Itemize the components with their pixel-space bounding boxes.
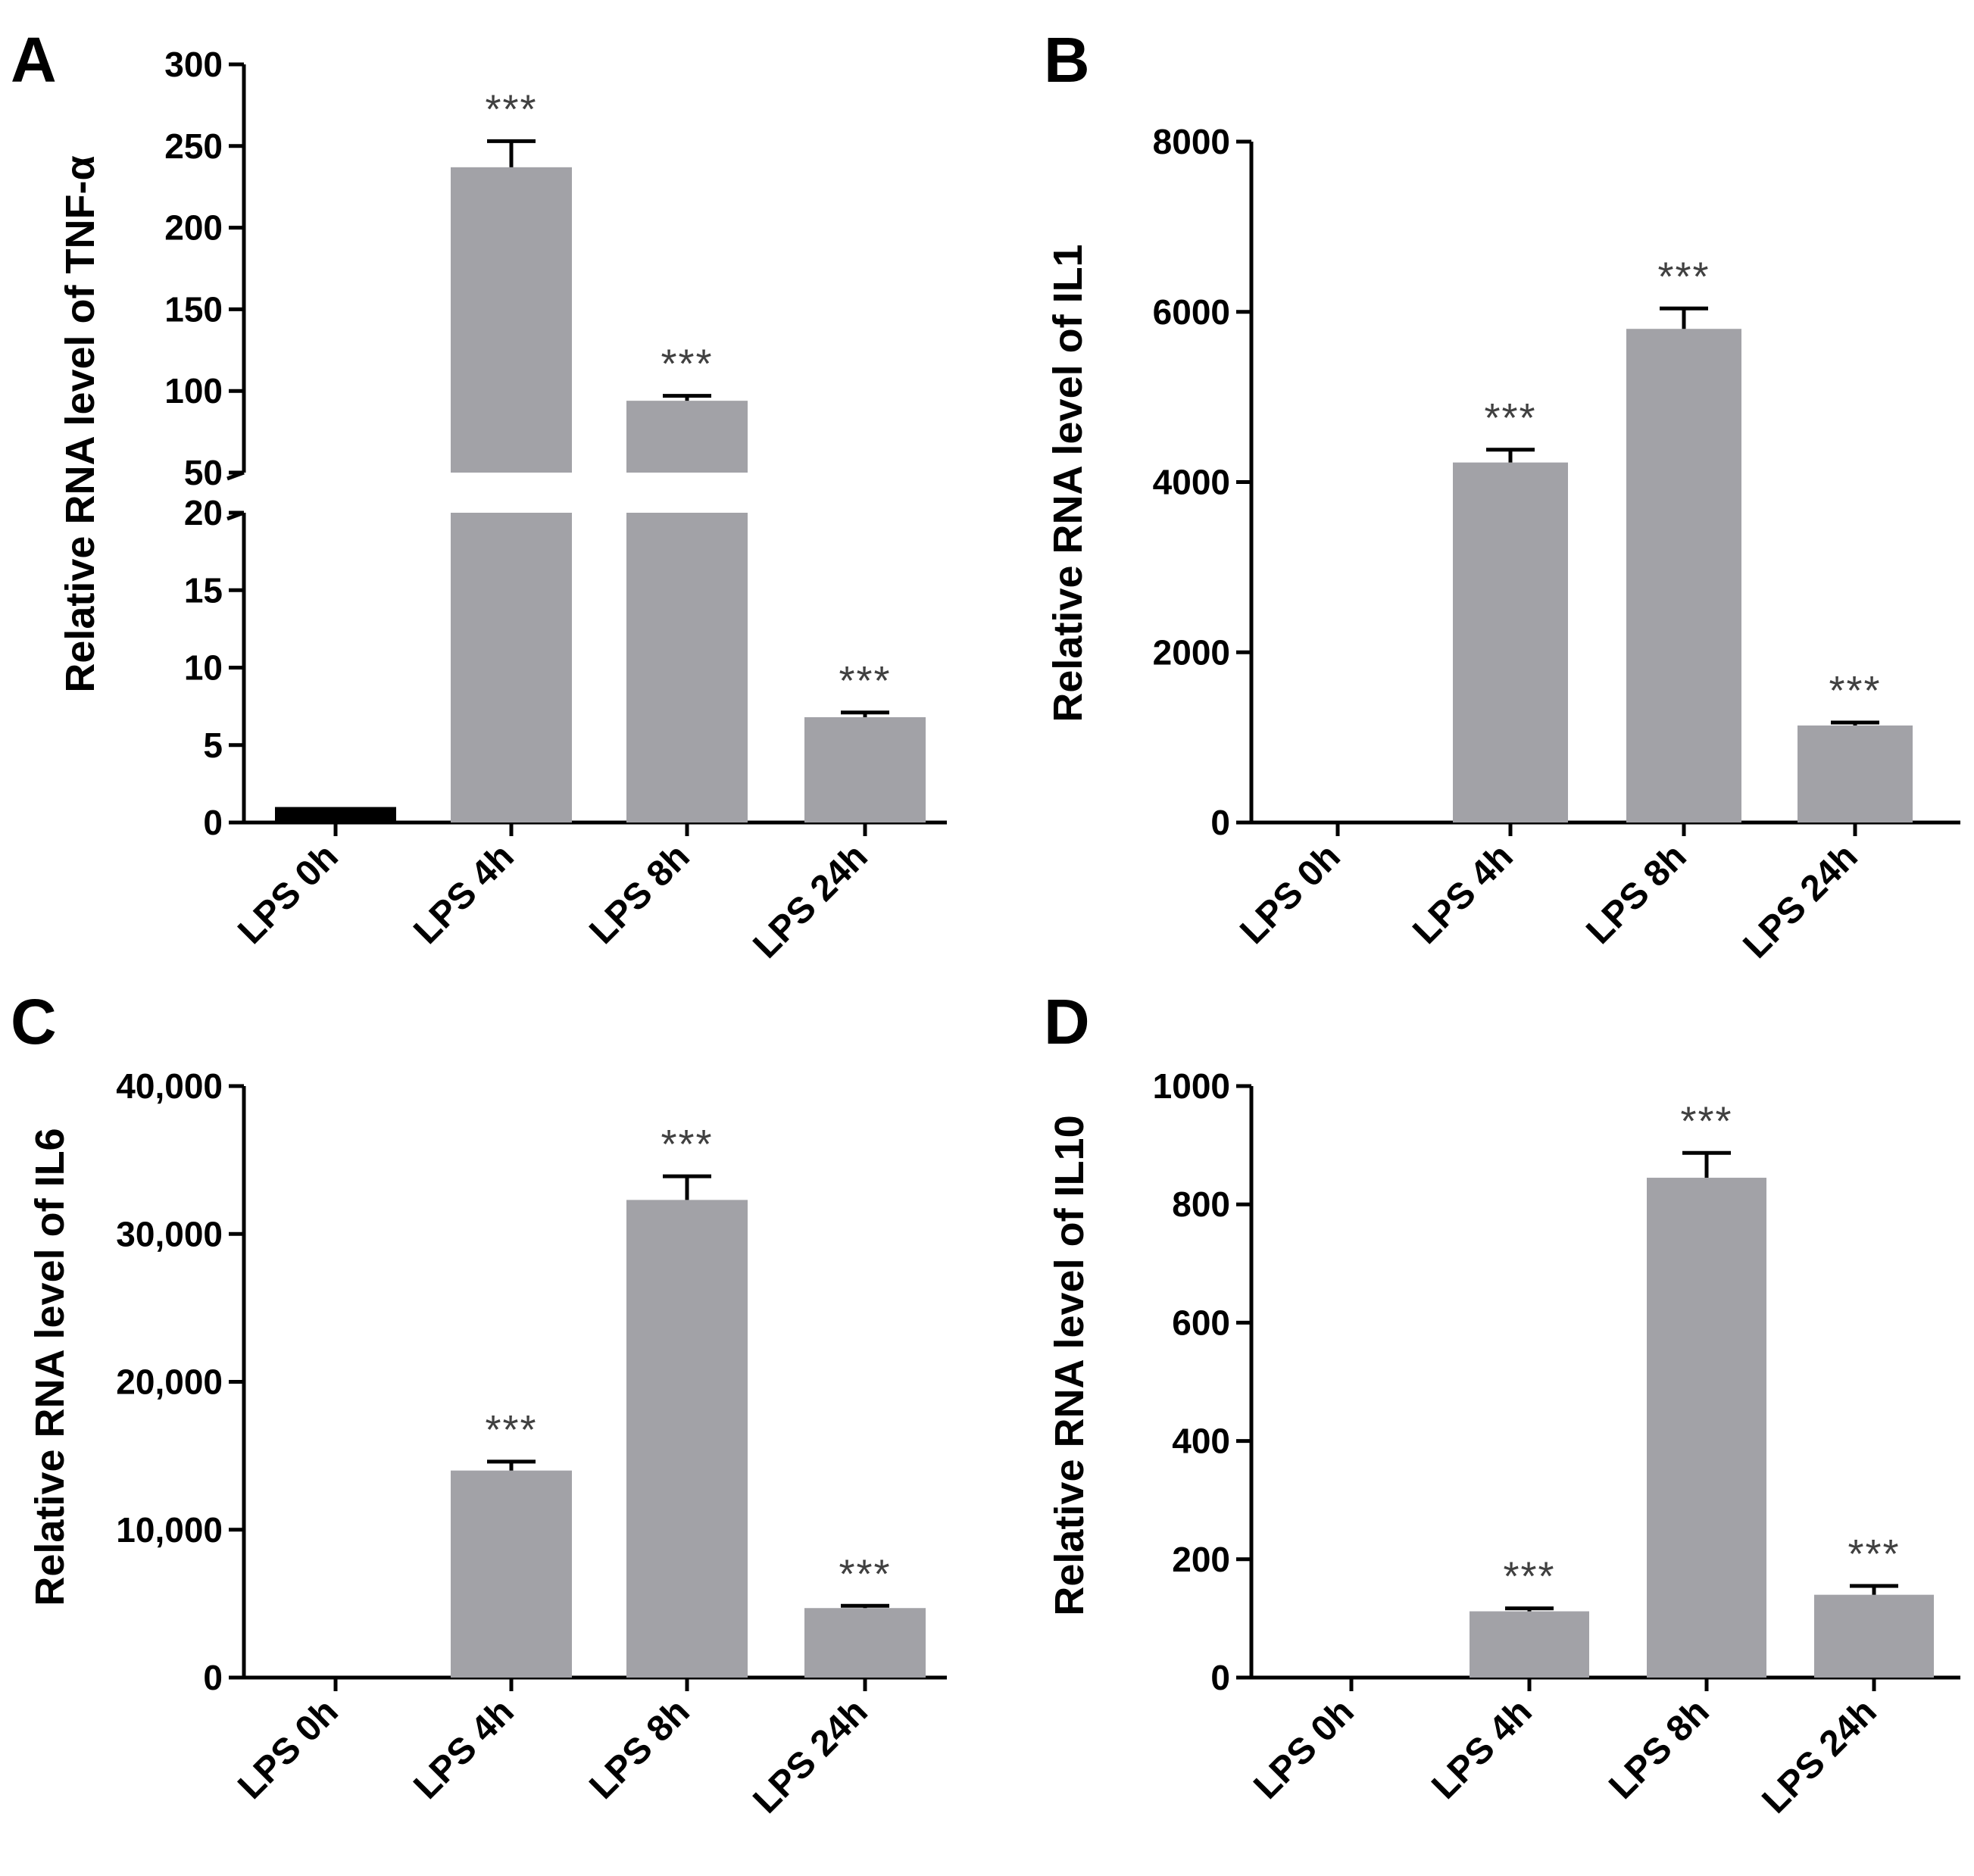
y-tick-label: 150 bbox=[164, 289, 223, 329]
y-tick-label: 100 bbox=[164, 371, 223, 410]
x-category-label: LPS 4h bbox=[406, 1691, 522, 1807]
significance-label: *** bbox=[485, 86, 537, 132]
y-tick-label: 30,000 bbox=[116, 1214, 223, 1253]
x-category-label: LPS 8h bbox=[582, 1691, 698, 1807]
y-tick-label: 200 bbox=[1172, 1540, 1230, 1579]
significance-label: *** bbox=[839, 1551, 891, 1597]
x-category-label: LPS 24h bbox=[745, 836, 875, 966]
bar-lower-segment bbox=[451, 513, 572, 823]
significance-label: *** bbox=[1484, 395, 1536, 441]
y-tick-label: 5 bbox=[203, 726, 223, 765]
y-tick-label: 15 bbox=[184, 570, 223, 610]
bar bbox=[1626, 329, 1741, 823]
x-category-label: LPS 24h bbox=[745, 1691, 875, 1821]
bar bbox=[1453, 462, 1568, 823]
bar bbox=[1470, 1611, 1589, 1678]
bar bbox=[626, 1200, 748, 1678]
bar bbox=[1292, 1677, 1411, 1678]
y-tick-label: 800 bbox=[1172, 1185, 1230, 1224]
bar bbox=[804, 716, 926, 823]
x-category-label: LPS 0h bbox=[230, 1691, 346, 1807]
y-tick-label: 8000 bbox=[1153, 122, 1230, 161]
bar-lower-segment bbox=[626, 513, 748, 823]
panel-letter: D bbox=[1044, 986, 1090, 1057]
y-tick-label: 400 bbox=[1172, 1422, 1230, 1461]
panel-letter: B bbox=[1044, 24, 1090, 95]
y-tick-label: 20,000 bbox=[116, 1363, 223, 1402]
bar-upper-segment bbox=[626, 401, 748, 473]
y-tick-label: 40,000 bbox=[116, 1066, 223, 1106]
y-tick-label: 1000 bbox=[1153, 1066, 1230, 1106]
y-axis-title: Relative RNA level of IL1 bbox=[1045, 244, 1091, 722]
y-tick-label: 600 bbox=[1172, 1303, 1230, 1342]
y-tick-label: 300 bbox=[164, 45, 223, 84]
bar bbox=[451, 1470, 572, 1678]
y-tick-label: 6000 bbox=[1153, 292, 1230, 332]
x-category-label: LPS 24h bbox=[1754, 1691, 1884, 1821]
x-category-label: LPS 24h bbox=[1735, 836, 1865, 966]
x-category-label: LPS 0h bbox=[230, 836, 346, 952]
significance-label: *** bbox=[661, 1122, 713, 1167]
x-category-label: LPS 0h bbox=[1232, 836, 1348, 952]
bar bbox=[275, 807, 396, 823]
significance-label: *** bbox=[485, 1407, 537, 1453]
significance-label: *** bbox=[1503, 1554, 1555, 1600]
panel-b-il1-chart: B Relative RNA level of IL1 0 2000 4000 600… bbox=[1044, 24, 1960, 966]
y-tick-label: 250 bbox=[164, 126, 223, 166]
y-tick-label: 20 bbox=[184, 493, 223, 532]
y-tick-label: 2000 bbox=[1153, 632, 1230, 672]
bar bbox=[1798, 725, 1913, 823]
x-category-label: LPS 8h bbox=[1579, 836, 1694, 952]
y-tick-label: 10,000 bbox=[116, 1510, 223, 1550]
panel-letter: C bbox=[11, 986, 57, 1057]
y-tick-label: 0 bbox=[203, 803, 223, 842]
x-category-label: LPS 4h bbox=[1405, 836, 1521, 952]
bar bbox=[1647, 1178, 1766, 1678]
y-tick-label: 50 bbox=[184, 453, 223, 492]
panel-a-tnf-alpha-chart: A Relative RNA level of TNF-α 0 5 10 15 2050… bbox=[11, 24, 947, 966]
significance-label: *** bbox=[1680, 1098, 1732, 1144]
x-category-label: LPS 4h bbox=[406, 836, 522, 952]
significance-label: *** bbox=[1657, 254, 1710, 299]
y-tick-label: 4000 bbox=[1153, 463, 1230, 502]
y-tick-label: 0 bbox=[1210, 1658, 1230, 1697]
panel-d-il10-chart: D Relative RNA level of IL10 0 200 400 600 8… bbox=[1044, 986, 1960, 1821]
bar bbox=[804, 1608, 926, 1678]
y-tick-label: 0 bbox=[1210, 803, 1230, 842]
significance-label: *** bbox=[1829, 668, 1881, 713]
y-tick-label: 0 bbox=[203, 1658, 223, 1697]
panel-letter: A bbox=[11, 24, 57, 95]
x-category-label: LPS 8h bbox=[1601, 1691, 1717, 1807]
bar bbox=[1814, 1594, 1934, 1678]
significance-label: *** bbox=[1848, 1531, 1900, 1577]
panel-c-il6-chart: C Relative RNA level of IL6 0 10,000 20,00… bbox=[11, 986, 947, 1821]
y-tick-label: 10 bbox=[184, 648, 223, 688]
x-category-label: LPS 0h bbox=[1246, 1691, 1362, 1807]
bar-upper-segment bbox=[451, 167, 572, 473]
y-tick-label: 200 bbox=[164, 208, 223, 248]
y-axis-title: Relative RNA level of IL6 bbox=[27, 1128, 73, 1606]
y-axis-title: Relative RNA level of IL10 bbox=[1047, 1115, 1092, 1615]
y-axis-title: Relative RNA level of TNF-α bbox=[58, 155, 103, 692]
significance-label: *** bbox=[661, 342, 713, 387]
x-category-label: LPS 8h bbox=[582, 836, 698, 952]
significance-label: *** bbox=[839, 658, 891, 704]
x-category-label: LPS 4h bbox=[1424, 1691, 1540, 1807]
